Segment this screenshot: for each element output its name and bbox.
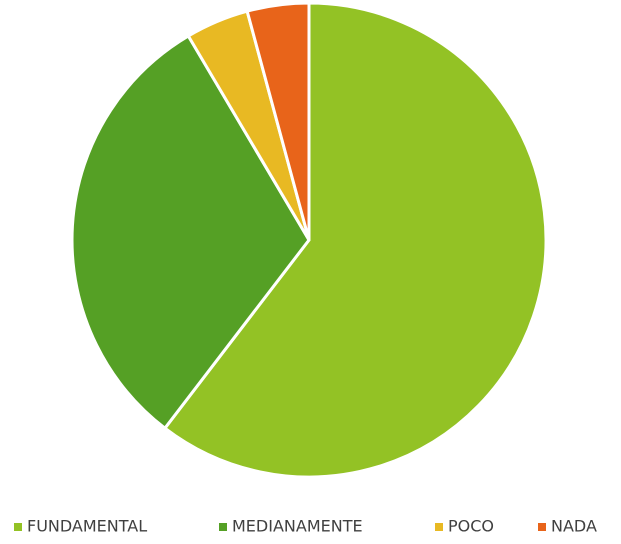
legend-label: POCO bbox=[448, 517, 494, 536]
pie-slice bbox=[70, 34, 311, 430]
legend-swatch bbox=[219, 523, 227, 531]
legend-swatch bbox=[14, 523, 22, 531]
legend-swatch bbox=[435, 523, 443, 531]
legend-label: MEDIANAMENTE bbox=[232, 517, 363, 536]
legend-label: FUNDAMENTAL bbox=[27, 517, 147, 536]
legend-label: NADA bbox=[551, 517, 597, 536]
pie-slice bbox=[245, 1, 311, 242]
pie-slice bbox=[163, 1, 548, 479]
legend-swatch bbox=[538, 523, 546, 531]
